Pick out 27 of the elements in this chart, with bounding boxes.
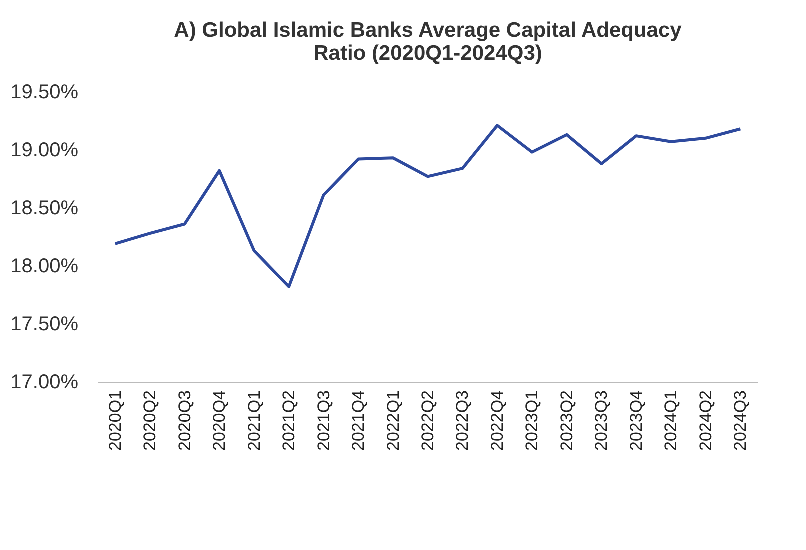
line-series [114,124,742,288]
x-tick-label: 2021Q4 [349,390,368,451]
x-tick-label: 2022Q4 [488,390,507,451]
x-tick-label: 2020Q3 [175,390,194,451]
x-tick-label: 2020Q4 [210,390,230,451]
x-tick-label: 2023Q1 [522,390,542,451]
x-tick-label: 2023Q2 [557,390,576,451]
chart-title: A) Global Islamic Banks Average Capital Adequacy Ratio (2020Q1-2024Q3) [174,19,682,65]
x-tick-label: 2022Q1 [384,390,403,451]
y-tick-label: 18.50% [10,198,79,220]
y-tick-label: 19.00% [10,140,79,162]
y-tick-label: 18.00% [10,256,79,278]
x-tick-label: 2021Q2 [280,390,299,451]
x-tick-label: 2024Q1 [662,390,681,451]
x-tick-label: 2020Q2 [140,390,160,451]
x-tick-label: 2022Q3 [453,390,472,451]
x-tick-label: 2024Q3 [731,390,750,451]
x-tick-label: 2024Q2 [696,390,716,451]
x-tick-label: 2022Q2 [418,390,438,451]
x-tick-label: 2020Q1 [106,390,125,451]
y-tick-label: 17.00% [10,372,79,394]
x-tick-label: 2023Q3 [592,390,612,451]
x-tick-label: 2021Q3 [314,390,334,451]
x-tick-label: 2021Q1 [244,390,264,451]
y-tick-label: 19.50% [10,82,79,104]
x-tick-label: 2023Q4 [626,390,646,451]
y-tick-label: 17.50% [10,314,79,336]
